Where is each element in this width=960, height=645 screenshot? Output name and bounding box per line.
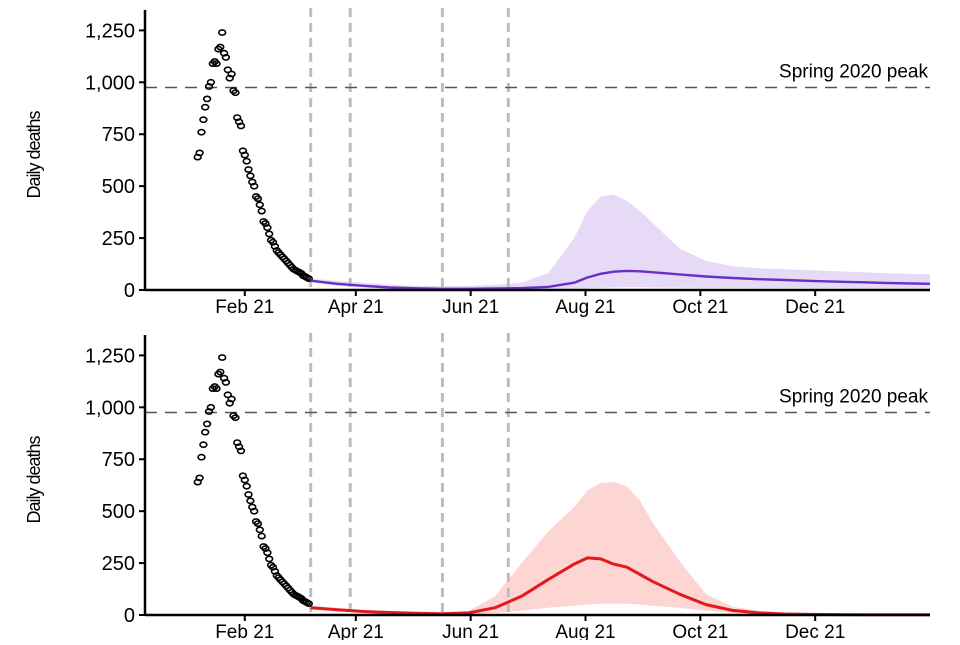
- observed-point: [250, 507, 259, 515]
- y-tick-label: 250: [102, 228, 135, 250]
- y-tick-label: 1,000: [85, 397, 135, 419]
- observed-point: [195, 474, 204, 482]
- y-tick-label: 1,000: [85, 72, 135, 94]
- observed-point: [263, 549, 272, 557]
- observed-point: [257, 207, 266, 215]
- y-axis-title: Daily deaths: [24, 435, 44, 523]
- x-tick-label: Feb 21: [215, 297, 274, 318]
- chart-panel-1: Spring 2020 peak 0 250 500 750 1,000 1,250 Feb …: [24, 8, 931, 318]
- observed-point: [240, 476, 250, 484]
- observed-point: [253, 195, 263, 202]
- y-tick-label: 500: [102, 501, 135, 523]
- uncertainty-band: [310, 194, 930, 290]
- observed-point: [236, 447, 246, 455]
- observed-point: [304, 600, 313, 607]
- x-tick-label: Dec 21: [785, 622, 845, 640]
- observed-point: [201, 103, 210, 111]
- observed-point: [206, 403, 216, 411]
- projection-line: [310, 269, 931, 290]
- observed-point: [218, 29, 227, 36]
- y-tick-label: 750: [102, 124, 135, 146]
- observed-point: [197, 128, 206, 136]
- uncertainty-band: [310, 482, 930, 615]
- observed-point: [216, 368, 225, 376]
- y-tick-label: 1,250: [85, 345, 135, 367]
- x-tick-label: Apr 21: [328, 297, 384, 318]
- observed-point: [242, 157, 251, 165]
- y-tick-label: 0: [124, 280, 135, 302]
- observed-point: [212, 385, 221, 392]
- observed-point: [246, 172, 255, 180]
- observed-point: [265, 230, 274, 238]
- x-tick-label: Feb 21: [215, 622, 274, 640]
- observed-point: [246, 497, 255, 505]
- reference-line-label: Spring 2020 peak: [779, 62, 928, 83]
- x-tick-label: Jun 21: [442, 297, 499, 318]
- observed-point: [227, 395, 236, 403]
- observed-point: [242, 482, 251, 490]
- observed-point: [231, 89, 240, 97]
- observed-point: [199, 441, 208, 449]
- y-tick-label: 1,250: [85, 20, 135, 42]
- x-tick-label: Jun 21: [442, 622, 499, 640]
- x-tick-label: Aug 21: [555, 297, 615, 318]
- observed-point: [236, 122, 246, 130]
- observed-point: [216, 43, 225, 51]
- y-tick-label: 250: [102, 553, 135, 575]
- observed-point: [240, 151, 250, 159]
- observed-point: [263, 224, 272, 232]
- observed-point: [197, 453, 206, 461]
- y-tick-label: 750: [102, 449, 135, 471]
- observed-point: [257, 532, 266, 540]
- y-tick-label: 0: [124, 605, 135, 627]
- observed-point: [231, 414, 240, 422]
- observed-point: [253, 520, 263, 527]
- observed-point: [255, 526, 264, 534]
- observed-point: [202, 95, 212, 103]
- observed-point: [212, 60, 221, 67]
- x-tick-label: Oct 21: [672, 622, 728, 640]
- observed-point: [221, 378, 231, 386]
- observed-point: [218, 354, 227, 361]
- observed-point: [221, 54, 231, 61]
- y-axis-title: Daily deaths: [24, 110, 44, 198]
- observed-point: [250, 182, 259, 190]
- observed-point: [195, 149, 204, 157]
- x-tick-label: Oct 21: [672, 297, 728, 318]
- observed-point: [206, 78, 216, 86]
- observed-point: [202, 420, 212, 428]
- observed-point: [304, 275, 313, 282]
- x-tick-label: Aug 21: [555, 622, 615, 640]
- y-tick-label: 500: [102, 176, 135, 198]
- x-tick-label: Apr 21: [328, 622, 384, 640]
- x-tick-label: Dec 21: [785, 297, 845, 318]
- observed-point: [227, 70, 236, 78]
- observed-point: [199, 116, 208, 124]
- observed-point: [255, 201, 264, 209]
- observed-point: [244, 166, 253, 173]
- reference-line-label: Spring 2020 peak: [779, 387, 928, 408]
- observed-point: [265, 555, 274, 563]
- observed-point: [244, 491, 253, 498]
- chart-panel-2: Spring 2020 peak 0 250 500 750 1,000 1,250 Feb …: [24, 333, 930, 643]
- observed-point: [201, 428, 210, 436]
